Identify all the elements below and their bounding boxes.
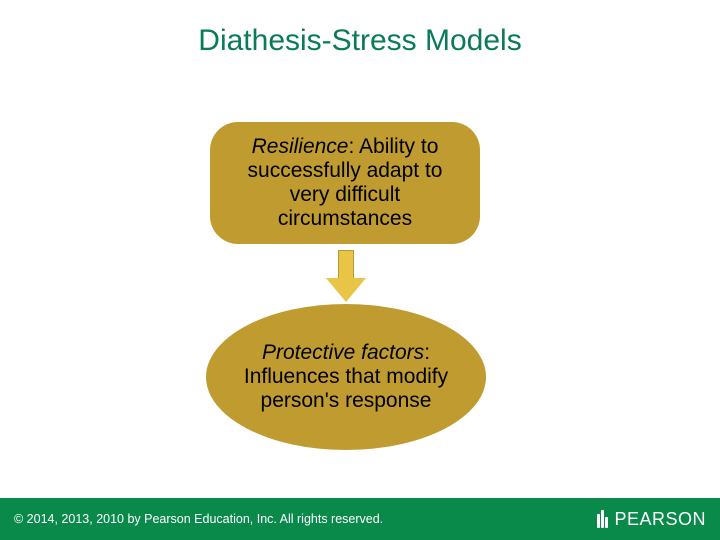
slide-title: Diathesis-Stress Models: [0, 24, 720, 58]
node-resilience-text: Resilience: Ability to successfully adap…: [228, 135, 462, 232]
down-arrow-icon: [326, 250, 366, 302]
footer-bar: © 2014, 2013, 2010 by Pearson Education,…: [0, 498, 720, 540]
node-protective-text: Protective factors: Influences that modi…: [236, 341, 456, 413]
term-protective: Protective factors: [262, 341, 424, 364]
copyright-text: © 2014, 2013, 2010 by Pearson Education,…: [14, 512, 383, 526]
node-resilience: Resilience: Ability to successfully adap…: [210, 122, 480, 244]
brand-text: PEARSON: [614, 509, 706, 530]
brand-mark-icon: [597, 510, 608, 528]
arrow-head: [326, 278, 366, 302]
arrow-shaft: [338, 250, 354, 280]
brand: PEARSON: [597, 509, 706, 530]
slide: Diathesis-Stress Models Resilience: Abil…: [0, 0, 720, 540]
node-protective-factors: Protective factors: Influences that modi…: [206, 304, 486, 450]
term-resilience: Resilience: [252, 135, 349, 158]
